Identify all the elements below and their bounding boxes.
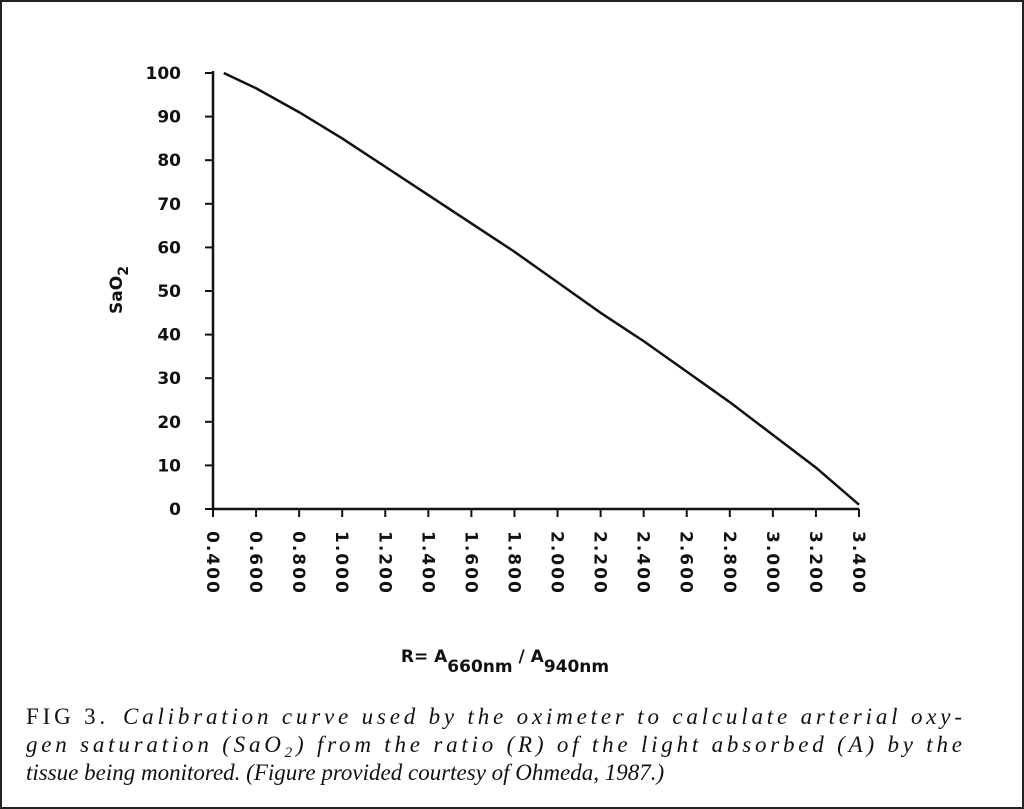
x-tick-label: 2.400	[633, 531, 653, 595]
x-tick-label: 2.600	[676, 531, 696, 595]
x-label-sub: 940nm	[544, 657, 609, 677]
y-tick-label: 80	[157, 151, 181, 171]
x-axis-label: R= A660nm / A940nm	[401, 647, 609, 677]
x-label-sub: 660nm	[447, 657, 512, 677]
x-tick-label: 1.200	[374, 531, 394, 595]
y-tick-label: 70	[157, 195, 181, 215]
curve	[223, 71, 860, 506]
y-tick-label: 40	[157, 326, 181, 346]
y-label-text: SaO	[107, 276, 127, 314]
y-axis-label: SaO2	[107, 266, 132, 314]
x-tick-label: 1.600	[460, 531, 480, 595]
y-tick-label: 30	[157, 369, 181, 389]
x-label-text: R= A	[401, 647, 448, 667]
y-tick-label: 60	[157, 238, 181, 258]
x-label-text: / A	[513, 647, 545, 667]
x-tick-label: 1.000	[331, 531, 351, 595]
y-tick-label: 0	[169, 500, 181, 520]
x-tick-label: 3.000	[762, 531, 782, 595]
x-tick-label: 2.000	[547, 531, 567, 595]
x-tick-label: 0.800	[288, 531, 308, 595]
caption-label: FIG 3.	[26, 704, 105, 729]
x-tick-label: 2.800	[719, 531, 739, 595]
y-label-sub: 2	[116, 266, 132, 276]
x-tick-label: 0.600	[245, 531, 265, 595]
x-tick-label: 3.400	[848, 531, 868, 595]
x-tick-label: 3.200	[805, 531, 825, 595]
y-tick-label: 20	[157, 413, 181, 433]
y-tick-label: 50	[157, 282, 181, 302]
x-tick-label: 2.200	[590, 531, 610, 595]
x-tick-label: 1.400	[417, 531, 437, 595]
y-tick-label: 90	[157, 108, 181, 128]
caption-line: tissue being monitored. (Figure provided…	[26, 760, 664, 785]
y-tick-label: 100	[146, 64, 182, 84]
caption-text: gen saturation (SaO	[26, 732, 281, 757]
y-tick-label: 10	[157, 456, 181, 476]
x-tick-label: 0.400	[202, 531, 222, 595]
caption-sub: 2	[285, 745, 293, 761]
x-tick-label: 1.800	[503, 531, 523, 595]
